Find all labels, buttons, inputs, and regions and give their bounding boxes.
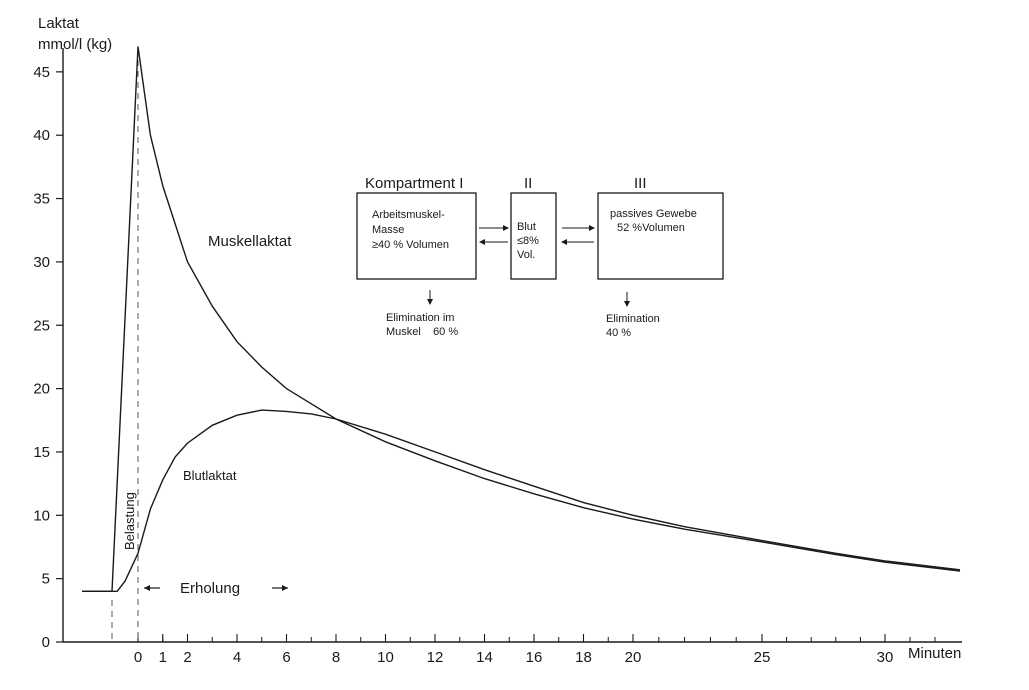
x-tick-label: 12	[427, 649, 444, 666]
y-tick-label: 5	[42, 571, 50, 588]
arrow-2-to-1-head	[479, 239, 485, 245]
y-tick-label: 25	[33, 317, 50, 334]
x-tick-label: 10	[377, 649, 394, 666]
compartment-title: Kompartment I	[365, 175, 463, 192]
compartment-iii-label: III	[634, 175, 647, 192]
box1-line-3: ≥40 % Volumen	[372, 239, 449, 251]
x-tick-label: 25	[754, 649, 771, 666]
elimination-1-line-2: Muskel 60 %	[386, 326, 458, 338]
compartment-diagram: Kompartment I II III Arbeitsmuskel- Mass…	[356, 175, 724, 339]
box1-line-1: Arbeitsmuskel-	[372, 209, 445, 221]
box3-line-2: 52 %Volumen	[617, 222, 685, 234]
x-tick-label: 0	[134, 649, 142, 666]
box2-line-3: Vol.	[517, 249, 535, 261]
arrow-2-to-3-head	[589, 225, 595, 231]
series-line-blutlaktat	[82, 409, 961, 592]
compartment-ii-label: II	[524, 175, 532, 192]
box2-line-2: ≤8%	[517, 235, 539, 247]
erholung-label: Erholung	[180, 580, 240, 597]
compartment-box-1	[356, 192, 477, 280]
y-tick-label: 15	[33, 444, 50, 461]
x-tick-label: 30	[877, 649, 894, 666]
y-tick-label: 20	[33, 381, 50, 398]
x-tick-label: 20	[625, 649, 642, 666]
muskellaktat-label: Muskellaktat	[208, 233, 292, 250]
blutlaktat-label: Blutlaktat	[183, 468, 237, 483]
y-tick-label: 30	[33, 254, 50, 271]
y-tick-label: 40	[33, 127, 50, 144]
box3-line-1: passives Gewebe	[610, 208, 697, 220]
x-tick-label: 1	[159, 649, 167, 666]
y-axis-label-1: Laktat	[38, 15, 80, 32]
y-tick-label: 10	[33, 507, 50, 524]
y-tick-label: 0	[42, 634, 50, 651]
x-tick-label: 4	[233, 649, 241, 666]
x-tick-label: 14	[476, 649, 493, 666]
erholung-arrow-left-head	[144, 585, 150, 591]
x-tick-label: 6	[282, 649, 290, 666]
y-tick-label: 45	[33, 64, 50, 81]
y-axis-label-2: mmol/l (kg)	[38, 36, 112, 53]
belastung-label: Belastung	[122, 492, 137, 550]
arrow-3-to-2-head	[561, 239, 567, 245]
compartment-box-2	[510, 192, 557, 280]
x-axis-label: Minuten	[908, 645, 961, 662]
elimination-1-line-1: Elimination im	[386, 312, 454, 324]
x-tick-label: 8	[332, 649, 340, 666]
box1-line-2: Masse	[372, 224, 404, 236]
x-minor-ticks	[137, 637, 936, 642]
box2-line-1: Blut	[517, 221, 536, 233]
elimination-3-line-2: 40 %	[606, 327, 631, 339]
arrow-1-to-2-head	[503, 225, 509, 231]
y-tick-label: 35	[33, 191, 50, 208]
elimination-3-arrow-head	[624, 301, 630, 307]
elimination-1-arrow-head	[427, 299, 433, 305]
x-tick-label: 2	[183, 649, 191, 666]
x-ticks: 0 1 2 4 6 8 10 12 14 16 18 20 25 30	[134, 634, 894, 666]
y-ticks: 0 5 10 15 20 25 30 35 40 45	[33, 64, 63, 651]
elimination-3-line-1: Elimination	[606, 313, 660, 325]
x-tick-label: 16	[526, 649, 543, 666]
series-line-muskellaktat	[82, 46, 961, 592]
compartment-box-3	[597, 192, 724, 280]
x-tick-label: 18	[575, 649, 592, 666]
erholung-arrow-right-head	[282, 585, 288, 591]
